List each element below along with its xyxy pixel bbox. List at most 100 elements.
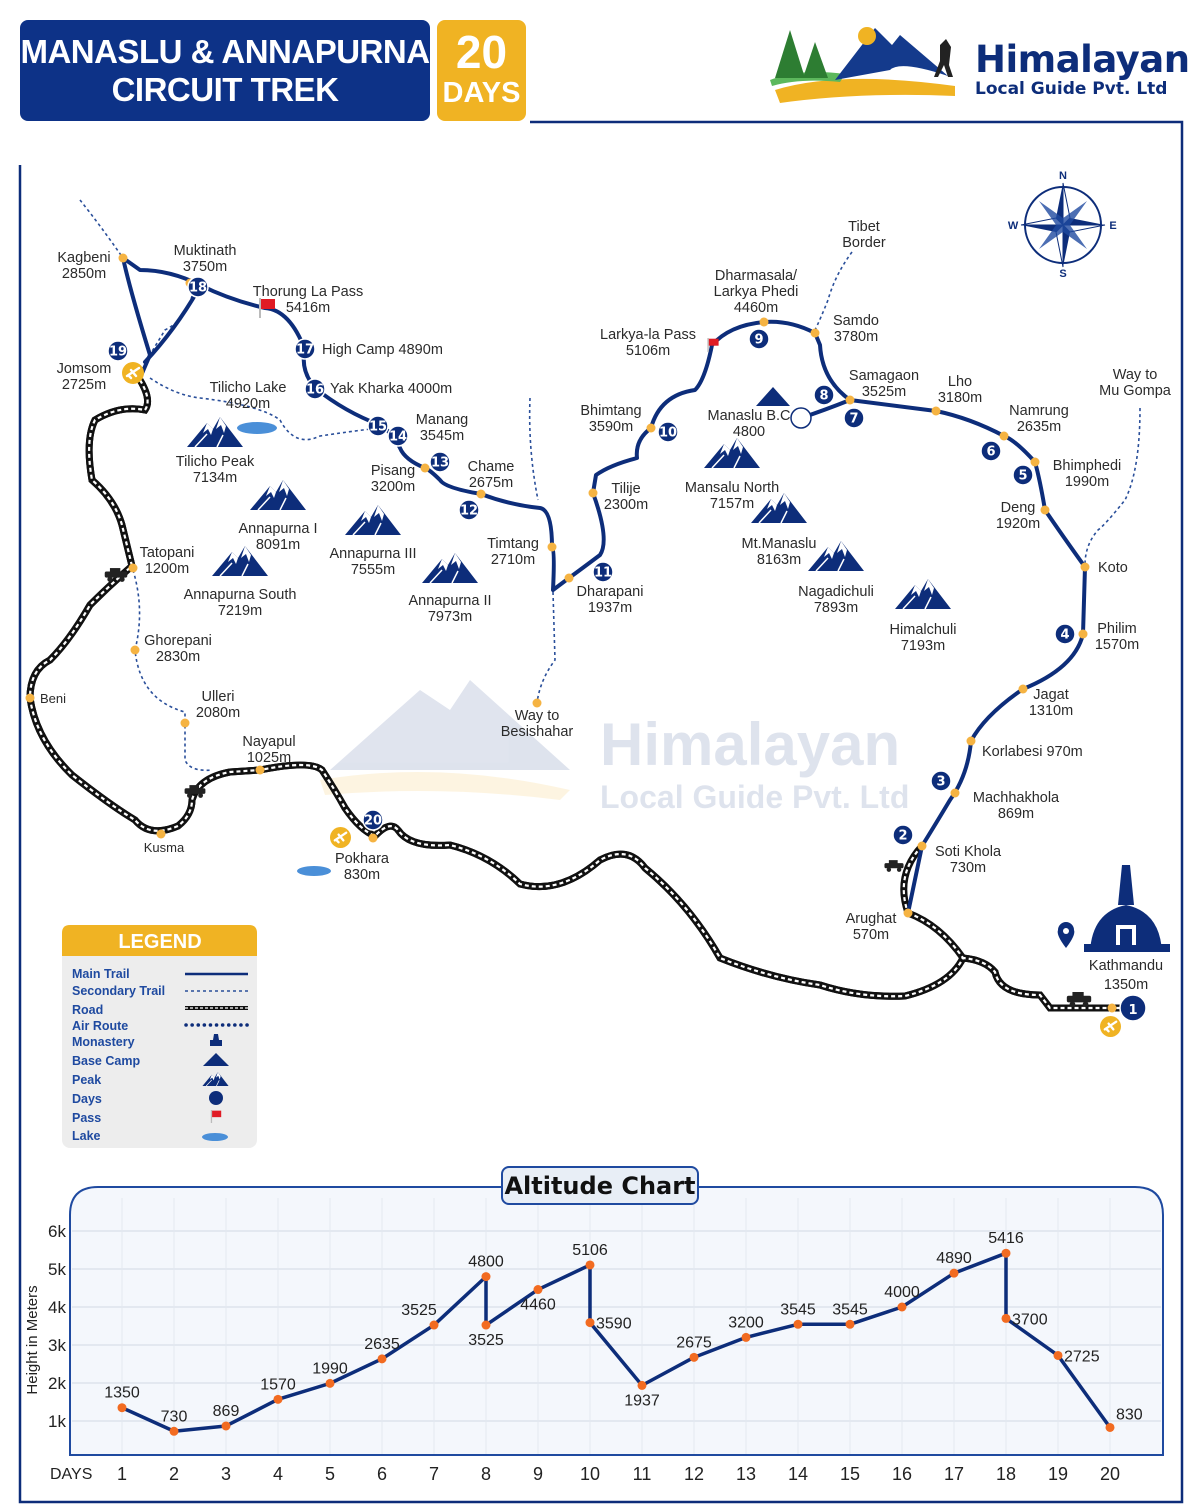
altitude-point (117, 1403, 127, 1413)
day-marker: 19 (107, 340, 129, 362)
place-name: Mt.Manaslu (742, 536, 817, 552)
town-marker (564, 573, 574, 583)
place-name: Pisang (371, 463, 415, 479)
altitude-point (793, 1319, 803, 1329)
town-marker (420, 463, 430, 473)
day-number: 1 (1128, 1003, 1137, 1018)
place-name: Jomsom (57, 361, 112, 377)
day-number: 4 (1060, 628, 1069, 643)
place-name: Kagbeni (57, 250, 110, 266)
x-tick-label: 17 (944, 1464, 964, 1484)
place-detail: 1350m (1104, 977, 1148, 993)
town-marker (25, 693, 35, 703)
town-marker (1107, 1003, 1117, 1013)
altitude-point (689, 1352, 699, 1362)
town-marker (1078, 629, 1088, 639)
day-circle-icon (813, 384, 835, 406)
town-marker (810, 328, 820, 338)
tilicho-lake-icon (237, 422, 277, 434)
place-name: Tilicho Peak (176, 454, 255, 470)
place-detail: 3545m (420, 428, 464, 444)
compass-west: W (1008, 220, 1019, 232)
legend-item-label: Monastery (72, 1035, 135, 1049)
place-detail: Mu Gompa (1099, 383, 1172, 399)
day-marker: 16 (304, 378, 326, 400)
place-name: Pokhara (335, 851, 390, 867)
altitude-value-label: 4460 (520, 1297, 556, 1314)
altitude-point (741, 1332, 751, 1342)
place-detail: 3590m (589, 419, 633, 435)
place-detail: 1920m (996, 516, 1040, 532)
day-number: 15 (369, 420, 387, 435)
altitude-value-label: 4890 (936, 1250, 972, 1267)
altitude-point (325, 1378, 335, 1388)
place-markers (25, 253, 1117, 1013)
legend: LEGEND Main Trail Secondary Trail Road Air … (62, 925, 257, 1148)
days-legend-icon (209, 1091, 223, 1105)
y-tick-label: 6k (48, 1222, 66, 1241)
day-circle-icon (458, 499, 480, 521)
day-circle-icon (748, 328, 770, 350)
altitude-value-label: 3590 (596, 1316, 632, 1333)
label-korlabesi: Korlabesi 970m (982, 744, 1083, 760)
legend-item-label: Pass (72, 1111, 101, 1125)
day-marker: 2 (892, 824, 914, 846)
town-marker (917, 841, 927, 851)
place-detail: 1310m (1029, 703, 1073, 719)
map-frame (18, 120, 1184, 1504)
day-number: 13 (431, 456, 449, 471)
town-marker (547, 542, 557, 552)
chart-title-box (501, 1166, 699, 1205)
place-name: Bhimphedi (1053, 458, 1122, 474)
town-marker (646, 423, 656, 433)
altitude-value-label: 4000 (884, 1284, 920, 1301)
altitude-point (481, 1320, 491, 1330)
place-name: Bhimtang (580, 403, 641, 419)
day-number: 16 (306, 383, 324, 398)
town-marker (180, 718, 190, 728)
day-marker: 3 (930, 770, 952, 792)
place-name: Manang (416, 412, 468, 428)
y-tick-label: 5k (48, 1260, 66, 1279)
town-marker (931, 406, 941, 416)
altitude-point (429, 1320, 439, 1330)
day-circle-icon (1012, 464, 1034, 486)
label-kathmandu: Kathmandu 1350m (1089, 958, 1163, 993)
day-circle-icon (1119, 994, 1147, 1022)
place-detail: 2725m (62, 377, 106, 393)
altitude-point (585, 1318, 595, 1328)
town-marker (999, 431, 1009, 441)
place-name: Annapurna I (238, 521, 317, 537)
secondary-trails (79, 199, 1141, 772)
jomsom-airport-icon (122, 362, 144, 384)
place-detail: 3200m (371, 479, 415, 495)
altitude-value-label: 3545 (832, 1301, 868, 1318)
day-marker: 7 (843, 407, 865, 429)
company-logo-graphic (770, 27, 955, 103)
altitude-value-label: 2725 (1064, 1348, 1100, 1365)
label-beni: Beni (40, 691, 66, 706)
place-name: Tibet (848, 219, 880, 235)
day-number: 9 (754, 333, 763, 348)
town-marker (1080, 562, 1090, 572)
place-name: Mansalu North (685, 480, 779, 496)
place-detail: 2830m (156, 649, 200, 665)
chart-title: Altitude Chart (504, 1172, 695, 1200)
place-detail: 3780m (834, 329, 878, 345)
altitude-value-label: 2675 (676, 1334, 712, 1351)
altitude-point (481, 1272, 491, 1282)
legend-item-label: Main Trail (72, 967, 130, 981)
place-name: Kusma (144, 840, 185, 855)
